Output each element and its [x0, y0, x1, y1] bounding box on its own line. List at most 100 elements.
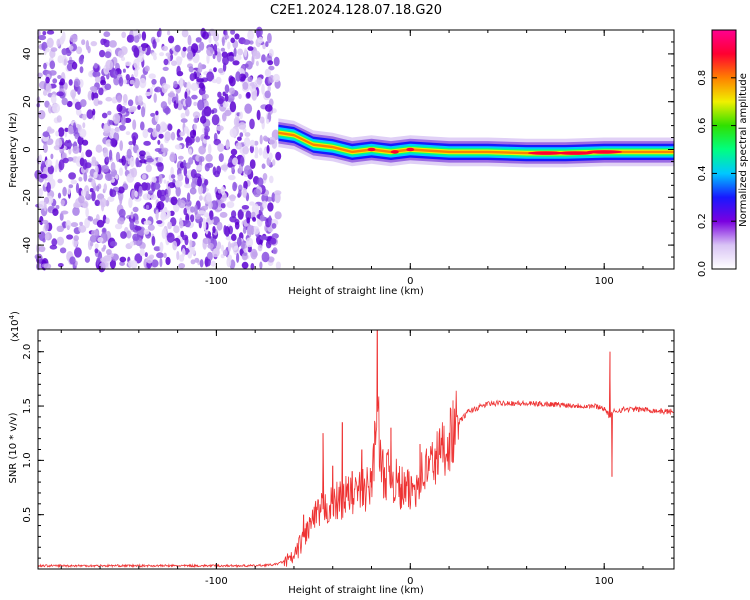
spectrogram-noise-cell	[128, 197, 133, 209]
spectrogram-noise-cell	[264, 68, 272, 78]
spectrogram-noise-cell	[183, 207, 187, 216]
spectrogram-noise-cell	[267, 85, 271, 92]
spectrogram-noise-cell	[191, 231, 198, 240]
spectrogram-noise-cell	[116, 104, 123, 113]
spectrogram-noise-cell	[109, 40, 117, 48]
spectrogram-noise-cell	[82, 159, 88, 170]
spectrogram-noise-cell	[112, 113, 121, 124]
spectrogram-noise-cell	[239, 132, 244, 138]
spectrogram-noise-cell	[228, 195, 237, 200]
spectrogram-noise-cell	[225, 235, 233, 241]
spectrogram-noise-cell	[120, 115, 126, 126]
spectrogram-x-tick-label: 100	[595, 276, 614, 287]
spectrogram-noise-cell	[243, 137, 251, 148]
spectrogram-noise-cell	[179, 131, 186, 137]
spectrogram-noise-cell	[126, 34, 135, 43]
spectrogram-y-tick-label: 0	[22, 146, 33, 152]
spectrogram-noise-cell	[57, 75, 62, 79]
spectrogram-noise-cell	[247, 30, 255, 41]
spectrogram-noise-cell	[116, 95, 122, 103]
spectrogram-noise-cell	[47, 126, 52, 133]
spectrogram-noise-cell	[262, 135, 268, 142]
spectrogram-noise-cell	[247, 46, 254, 51]
snr-x-tick-label: -100	[205, 576, 228, 587]
spectrogram-noise-cell	[165, 256, 171, 266]
spectrogram-noise-cell	[227, 162, 234, 168]
spectrogram-noise-cell	[105, 173, 113, 181]
spectrogram-noise-cell	[64, 127, 69, 132]
spectrogram-noise-cell	[217, 98, 224, 105]
spectrogram-noise-cell	[56, 115, 62, 123]
spectrogram-noise-cell	[38, 110, 46, 120]
spectrogram-noise-cell	[91, 91, 95, 101]
spectrogram-noise-cell	[44, 181, 48, 188]
spectrogram-noise-cell	[102, 228, 106, 234]
spectrogram-noise-cell	[82, 113, 87, 121]
spectrogram-noise-cell	[103, 38, 107, 44]
spectrogram-noise-cell	[259, 134, 263, 145]
spectrogram-noise-cell	[215, 76, 222, 85]
spectrogram-noise-cell	[104, 83, 112, 91]
spectrogram-noise-cell	[189, 73, 196, 82]
spectrogram-noise-cell	[128, 141, 134, 146]
spectrogram-x-label: Height of straight line (km)	[288, 286, 424, 297]
spectrogram-noise-cell	[100, 79, 107, 86]
snr-y-tick-label: 2.0	[22, 344, 33, 360]
spectrogram-noise-cell	[150, 194, 157, 201]
spectrogram-noise-cell	[272, 159, 276, 167]
spectrogram-noise-cell	[241, 261, 249, 269]
spectrogram-noise-cell	[134, 78, 140, 89]
spectrogram-noise-cell	[189, 187, 197, 195]
spectrogram-noise-cell	[74, 134, 79, 140]
spectrogram-noise-cell	[264, 104, 273, 112]
spectrogram-noise-cell	[44, 221, 49, 232]
spectrogram-noise-cell	[243, 180, 248, 190]
spectrogram-noise-cell	[42, 89, 48, 96]
spectrogram-signal-ridge	[278, 118, 674, 168]
spectrogram-noise-cell	[143, 140, 151, 146]
spectrogram-noise-cell	[177, 56, 183, 62]
spectrogram-noise-cell	[109, 189, 117, 198]
colorbar-tick-label: 0.2	[697, 213, 708, 229]
spectrogram-noise-cell	[261, 163, 266, 169]
spectrogram-noise-cell	[150, 112, 156, 117]
spectrogram-noise-cell	[44, 232, 50, 241]
spectrogram-noise-cell	[159, 189, 167, 197]
spectrogram-noise-cell	[206, 46, 214, 57]
spectrogram-noise-cell	[157, 139, 161, 145]
spectrogram-noise-cell	[268, 136, 276, 145]
spectrogram-noise-cell	[191, 94, 198, 100]
spectrogram-noise-cell	[187, 34, 192, 46]
spectrogram-noise-cell	[87, 215, 92, 221]
spectrogram-noise-cell	[129, 79, 135, 85]
spectrogram-noise-cell	[204, 179, 209, 186]
spectrogram-noise-cell	[92, 108, 96, 116]
spectrogram-noise-cell	[131, 189, 136, 200]
spectrogram-noise-cell	[145, 164, 152, 173]
spectrogram-noise-cell	[202, 31, 209, 40]
spectrogram-noise-cell	[167, 30, 171, 36]
spectrogram-noise-cell	[118, 76, 124, 87]
spectrogram-noise-cell	[148, 73, 156, 79]
spectrogram-noise-cell	[160, 101, 168, 109]
spectrogram-noise-cell	[124, 117, 132, 123]
spectrogram-noise-cell	[82, 203, 87, 209]
spectrogram-noise-cell	[209, 210, 214, 221]
spectrogram-noise-cell	[158, 133, 164, 139]
spectrogram-noise-cell	[86, 109, 94, 120]
spectrogram-noise-cell	[91, 178, 96, 188]
spectrogram-noise-cell	[115, 174, 119, 180]
spectrogram-noise-cell	[110, 241, 118, 247]
spectrogram-noise-cell	[228, 175, 235, 180]
spectrogram-noise-cell	[73, 78, 81, 88]
spectrogram-noise-cell	[210, 200, 219, 210]
colorbar-tick-label: 0.6	[697, 118, 708, 134]
spectrogram-noise-cell	[194, 204, 198, 215]
spectrogram-noise-cell	[89, 241, 94, 247]
spectrogram-noise-cell	[149, 87, 154, 95]
spectrogram-noise-cell	[82, 139, 89, 146]
spectrogram-noise-cell	[170, 174, 176, 179]
spectrogram-noise-cell	[75, 182, 80, 194]
spectrogram-noise-cell	[121, 31, 127, 38]
spectrogram-noise-cell	[228, 87, 235, 95]
